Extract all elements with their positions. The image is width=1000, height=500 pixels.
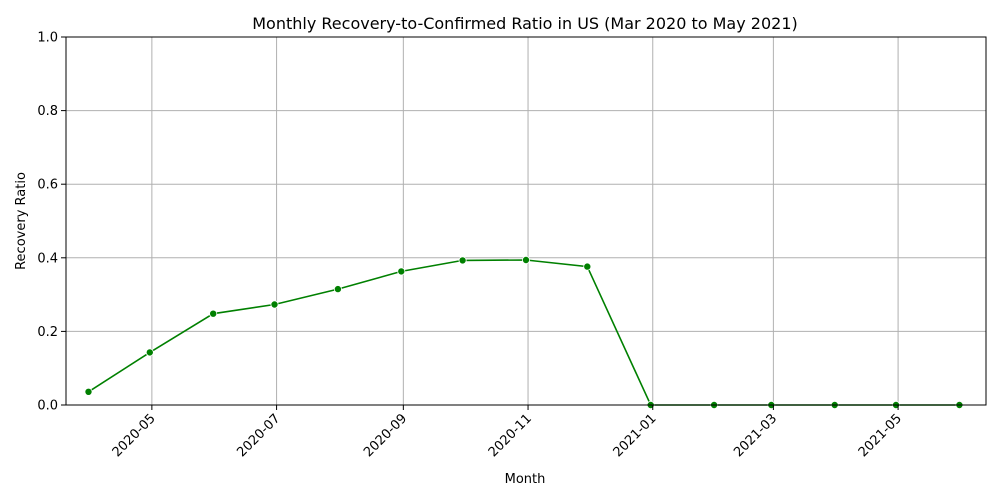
y-tick-label: 0.2	[37, 325, 58, 340]
plot-frame	[65, 36, 987, 406]
axes: 2020-05 2020-07 2020-09 2020-11 2021-01 2021-…	[37, 31, 987, 460]
x-tick-label: 2021-05	[856, 411, 905, 460]
series-line	[88, 259, 960, 406]
y-tick-label: 0.8	[37, 104, 58, 119]
series-layer	[84, 255, 964, 409]
y-tick-label: 1.0	[37, 31, 58, 46]
data-point	[145, 348, 154, 357]
y-tick-label: 0.4	[37, 251, 58, 266]
data-point	[397, 267, 406, 276]
x-tick-label: 2020-05	[110, 411, 159, 460]
x-tick-label: 2021-01	[611, 411, 660, 460]
x-tick-label: 2020-07	[234, 411, 283, 460]
x-tick-label: 2021-03	[731, 411, 780, 460]
data-point	[84, 387, 93, 396]
y-tick-label: 0.0	[37, 399, 58, 414]
x-tick-label: 2020-09	[361, 411, 410, 460]
data-point	[458, 256, 467, 265]
data-point	[209, 309, 218, 318]
data-point	[522, 255, 531, 264]
grid	[66, 36, 986, 406]
chart-title: Monthly Recovery-to-Confirmed Ratio in U…	[252, 14, 798, 33]
data-point	[583, 262, 592, 271]
data-point	[333, 285, 342, 294]
data-point	[270, 300, 279, 309]
y-tick-label: 0.6	[37, 178, 58, 193]
y-axis-label: Recovery Ratio	[14, 172, 29, 270]
x-axis-label: Month	[505, 472, 546, 487]
x-tick-label: 2020-11	[486, 411, 535, 460]
